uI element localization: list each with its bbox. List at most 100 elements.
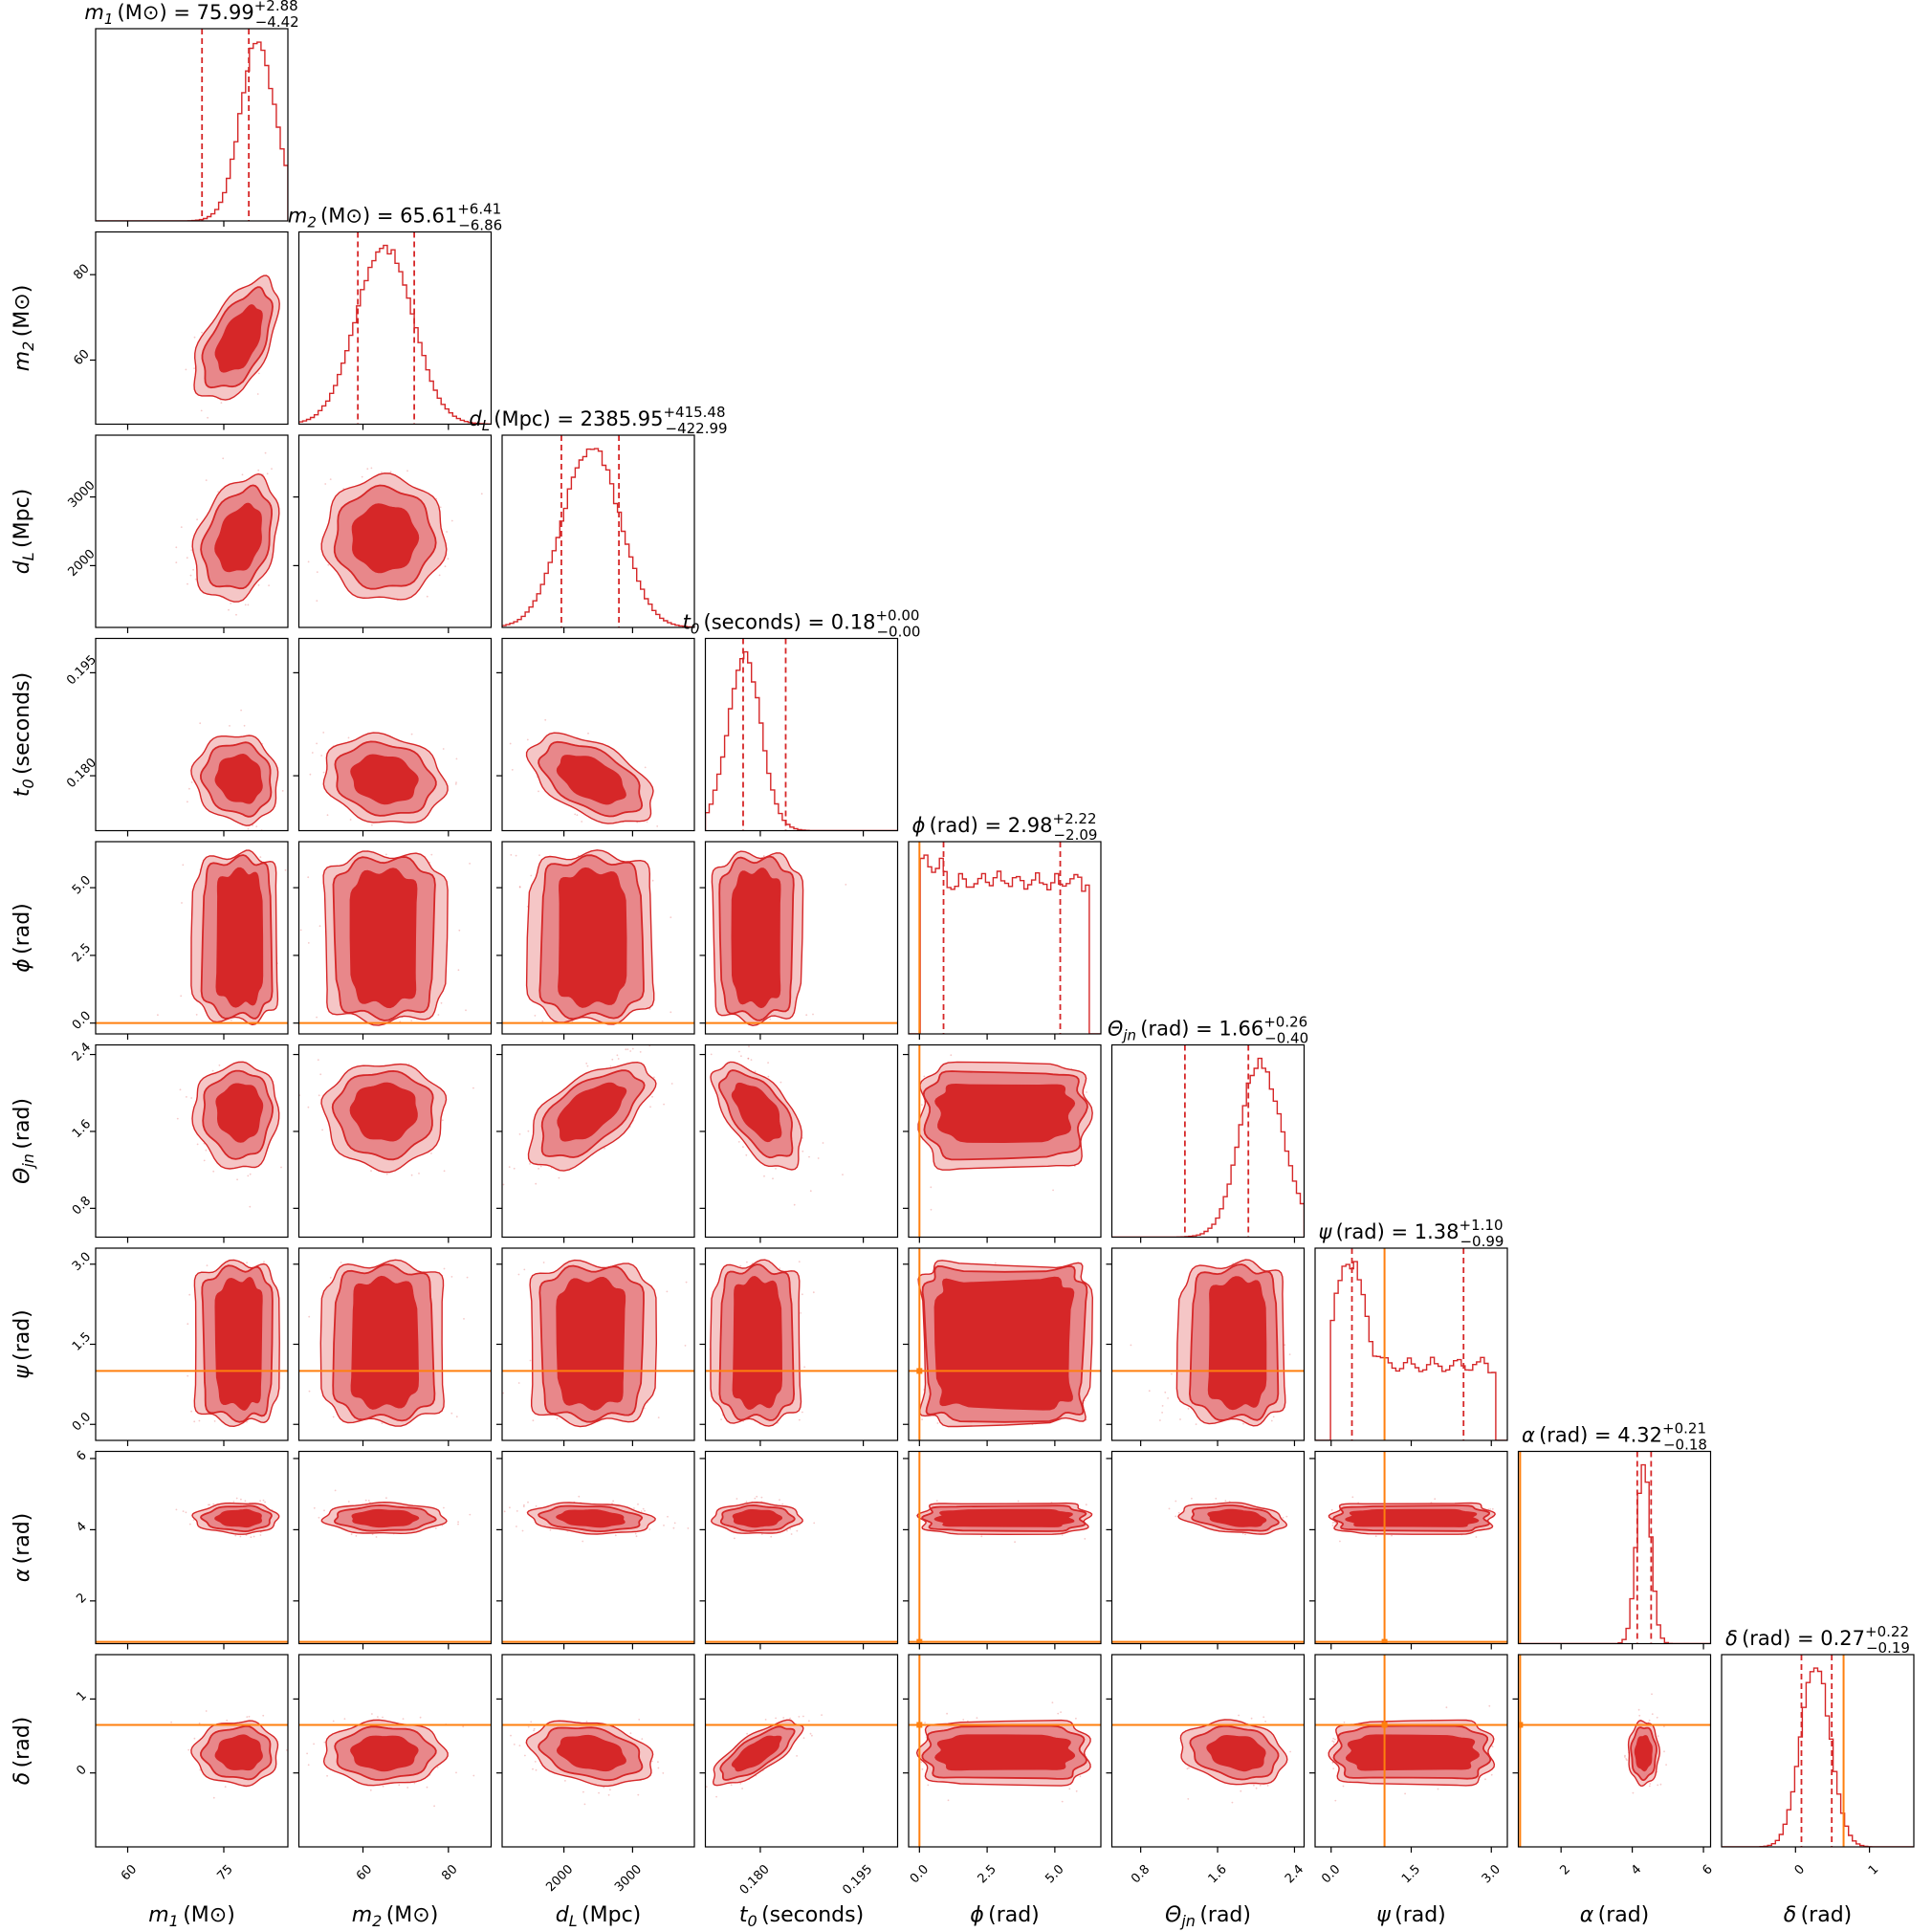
y-tick-label: 1 xyxy=(74,1689,89,1704)
contour-inner xyxy=(933,1276,1075,1411)
panel-dL-delta: 2000 3000 xyxy=(496,1654,695,1895)
contour-inner xyxy=(1207,1508,1267,1527)
panel-frame xyxy=(501,1043,695,1239)
contour-inner xyxy=(351,1508,420,1528)
title-m1: m1 (M⊙) = 75.99+2.88 −4.42 xyxy=(84,0,298,31)
y-axis-label-theta: Θjn (rad) xyxy=(11,1098,37,1184)
contour-inner xyxy=(349,867,418,1009)
panel-frame xyxy=(95,1654,289,1848)
title-theta: Θjn (rad) = 1.66+0.26 −0.40 xyxy=(1108,1014,1308,1047)
x-axis-label-psi: ψ (rad) xyxy=(1376,1903,1446,1927)
panel-psi-psi: ψ (rad) = 1.38+1.10 −0.99 xyxy=(1314,1217,1508,1446)
x-tick-label: 5.0 xyxy=(1043,1862,1066,1886)
panel-frame xyxy=(95,637,289,832)
title-psi: ψ (rad) = 1.38+1.10 −0.99 xyxy=(1319,1217,1504,1250)
panel-dL-phi xyxy=(496,841,695,1040)
y-tick-label: 5.0 xyxy=(70,873,94,897)
x-tick-label: 2.5 xyxy=(976,1862,999,1886)
panel-m2-t0 xyxy=(293,637,493,837)
y-tick-label: 1.5 xyxy=(70,1329,94,1353)
y-tick-label: 0.8 xyxy=(70,1194,94,1218)
panel-frame xyxy=(908,841,1102,1035)
contour-inner xyxy=(349,1082,418,1142)
panel-frame xyxy=(908,1043,1102,1239)
panel-theta-delta: 0.8 1.6 2.4 xyxy=(1106,1654,1306,1886)
x-tick-label: 0 xyxy=(1792,1862,1808,1877)
panel-frame xyxy=(95,434,289,628)
contour-inner xyxy=(214,1508,263,1528)
panel-frame xyxy=(501,1654,695,1848)
contour-inner xyxy=(351,503,420,574)
x-axis-label-m2: m2 (M⊙) xyxy=(352,1903,439,1930)
panel-phi-theta xyxy=(903,1043,1102,1243)
histogram-delta xyxy=(1722,1667,1914,1847)
y-axis-label-psi: ψ (rad) xyxy=(11,1309,34,1379)
panel-m1-phi: 0.0 2.5 5.0 xyxy=(70,841,289,1040)
x-tick-label: 60 xyxy=(354,1862,375,1883)
panel-m1-alpha: 2 4 6 xyxy=(74,1448,289,1650)
contour-inner xyxy=(934,1083,1076,1144)
panel-frame xyxy=(297,434,493,628)
panel-frame xyxy=(1314,1247,1508,1441)
truth-marker xyxy=(916,1368,923,1374)
histogram-psi xyxy=(1315,1261,1507,1440)
contour-inner xyxy=(731,1735,782,1772)
histogram-theta xyxy=(1111,1057,1305,1238)
title-phi: ϕ (rad) = 2.98+2.22 −2.09 xyxy=(912,810,1098,844)
title-dL: dL (Mpc) = 2385.95+415.48 −422.99 xyxy=(469,404,727,437)
truth-marker xyxy=(916,1722,923,1728)
contour-inner xyxy=(731,867,781,1009)
panel-m1-m2: 60 80 xyxy=(71,231,289,430)
panel-phi-psi xyxy=(903,1247,1102,1446)
x-tick-label: 0.0 xyxy=(1319,1862,1343,1886)
panel-frame xyxy=(908,1450,1102,1645)
contour-inner xyxy=(214,753,263,804)
contour-inner xyxy=(934,1734,1076,1771)
contour-inner xyxy=(1634,1735,1653,1772)
x-tick-label: 3.0 xyxy=(1480,1862,1504,1886)
panel-theta-psi xyxy=(1106,1247,1306,1446)
panel-t0-psi xyxy=(699,1247,899,1446)
panel-frame xyxy=(95,841,289,1035)
y-tick-label: 2000 xyxy=(66,547,99,580)
panel-t0-phi xyxy=(699,841,899,1040)
panel-alpha-alpha: α (rad) = 4.32+0.21 −0.18 xyxy=(1517,1420,1712,1650)
x-tick-label: 2 xyxy=(1557,1862,1572,1877)
contour-inner xyxy=(556,755,626,805)
histogram-dL xyxy=(502,448,694,627)
y-tick-label: 2.5 xyxy=(70,941,94,965)
panel-frame xyxy=(297,1450,493,1645)
y-axis-label-phi: ϕ (rad) xyxy=(11,903,34,973)
panel-dL-t0 xyxy=(496,637,695,837)
y-axis-label-m2: m2 (M⊙) xyxy=(11,285,37,372)
panel-frame xyxy=(704,1450,899,1645)
contour-inner xyxy=(558,867,627,1008)
x-tick-label: 1.5 xyxy=(1399,1862,1423,1886)
y-tick-label: 0.0 xyxy=(70,1410,94,1434)
x-tick-label: 60 xyxy=(119,1862,140,1883)
histogram-phi xyxy=(909,854,1101,1034)
contour-inner xyxy=(214,304,263,373)
truth-marker xyxy=(1518,1722,1524,1728)
y-tick-label: 0 xyxy=(74,1763,89,1778)
panel-frame xyxy=(1110,1043,1306,1239)
panel-t0-delta: 0.180 0.195 xyxy=(699,1654,899,1898)
y-tick-label: 6 xyxy=(74,1448,89,1463)
panel-frame xyxy=(95,1043,289,1239)
x-tick-label: 2000 xyxy=(543,1862,576,1895)
panel-frame xyxy=(95,28,289,222)
panel-dL-theta xyxy=(496,1043,695,1243)
y-tick-label: 80 xyxy=(71,262,92,283)
panel-frame xyxy=(297,231,493,426)
contour-inner xyxy=(732,1509,782,1528)
panel-m2-dL xyxy=(293,434,493,633)
y-tick-label: 4 xyxy=(74,1520,89,1535)
y-tick-label: 1.6 xyxy=(70,1117,94,1141)
panel-dL-psi xyxy=(496,1247,695,1446)
panel-frame xyxy=(501,841,695,1035)
y-axis-label-t0: t0 (seconds) xyxy=(11,672,37,797)
panel-m1-dL: 2000 3000 xyxy=(66,434,289,633)
title-delta: δ (rad) = 0.27+0.22 −0.19 xyxy=(1725,1623,1910,1657)
y-tick-label: 3.0 xyxy=(70,1250,94,1274)
